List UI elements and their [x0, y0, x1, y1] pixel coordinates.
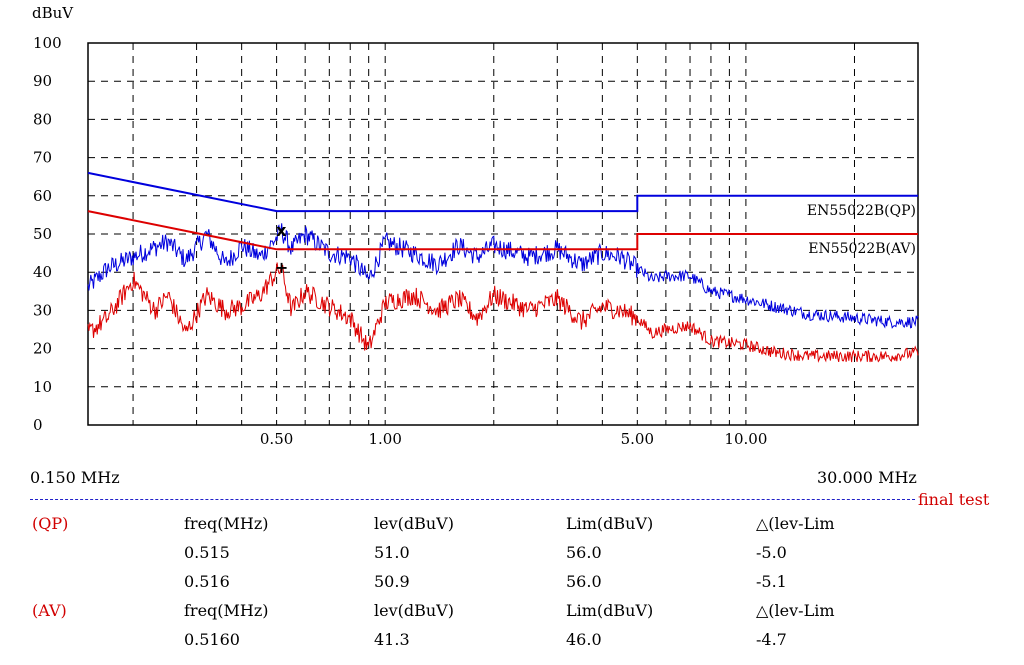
- x-end-label: 30.000 MHz: [817, 468, 917, 487]
- qp-row-2-level: 50.9: [374, 572, 410, 591]
- av-header-delta: △(lev-Lim: [756, 601, 835, 620]
- qp-header-freq: freq(MHz): [184, 514, 269, 533]
- av-row-1-freq: 0.5160: [184, 630, 240, 649]
- qp-row-1-limit: 56.0: [566, 543, 602, 562]
- qp-row-2-delta: -5.1: [756, 572, 787, 591]
- qp-row-2-limit: 56.0: [566, 572, 602, 591]
- x-tick-0.50: 0.50: [260, 430, 293, 448]
- trace-av: [87, 262, 919, 363]
- qp-header-limit: Lim(dBuV): [566, 514, 654, 533]
- av-row-1-level: 41.3: [374, 630, 410, 649]
- separator-line: [30, 499, 915, 500]
- limit-line-qp: [87, 171, 918, 213]
- traces: [87, 223, 919, 363]
- limit-label-av: EN55022B(AV): [808, 241, 916, 257]
- peak-marker-2: +: [275, 258, 288, 277]
- y-tick-20: 20: [33, 340, 52, 358]
- y-tick-90: 90: [33, 72, 52, 90]
- y-tick-40: 40: [33, 263, 52, 281]
- x-tick-10.00: 10.00: [724, 430, 767, 448]
- x-tick-5.00: 5.00: [621, 430, 654, 448]
- y-tick-80: 80: [33, 110, 52, 128]
- mode-label: final test: [918, 490, 990, 509]
- y-tick-10: 10: [33, 378, 52, 396]
- qp-row-1-level: 51.0: [374, 543, 410, 562]
- qp-tag: (QP): [32, 514, 69, 533]
- y-tick-50: 50: [33, 225, 52, 243]
- qp-row-1-freq: 0.515: [184, 543, 230, 562]
- limit-label-qp: EN55022B(QP): [807, 203, 916, 219]
- qp-row-2-freq: 0.516: [184, 572, 230, 591]
- qp-row-1-delta: -5.0: [756, 543, 787, 562]
- av-header-level: lev(dBuV): [374, 601, 454, 620]
- y-axis-unit: dBuV: [32, 4, 74, 22]
- x-tick-labels: 0.50 1.00 5.00 10.00: [260, 430, 767, 448]
- trace-qp: [87, 223, 919, 329]
- peak-markers: x+: [275, 221, 288, 277]
- x-start-label: 0.150 MHz: [30, 468, 120, 487]
- av-tag: (AV): [32, 601, 67, 620]
- x-tick-1.00: 1.00: [368, 430, 401, 448]
- emission-chart: dBuV 0 10 20 30 40 50 60 70 80 90 100 0.50 1.00 5.00…: [32, 4, 919, 448]
- av-row-1-limit: 46.0: [566, 630, 602, 649]
- y-tick-0: 0: [33, 416, 43, 434]
- y-tick-100: 100: [33, 34, 62, 52]
- av-header-limit: Lim(dBuV): [566, 601, 654, 620]
- y-tick-30: 30: [33, 301, 52, 319]
- qp-header-level: lev(dBuV): [374, 514, 454, 533]
- y-tick-labels: 0 10 20 30 40 50 60 70 80 90 100: [33, 34, 62, 434]
- av-row-1-delta: -4.7: [756, 630, 787, 649]
- limit-lines: EN55022B(QP) EN55022B(AV): [87, 171, 918, 257]
- limit-line-av: [87, 210, 918, 251]
- y-tick-70: 70: [33, 149, 52, 167]
- y-tick-60: 60: [33, 187, 52, 205]
- peak-marker-1: x: [276, 221, 287, 240]
- qp-header-delta: △(lev-Lim: [756, 514, 835, 533]
- av-header-freq: freq(MHz): [184, 601, 269, 620]
